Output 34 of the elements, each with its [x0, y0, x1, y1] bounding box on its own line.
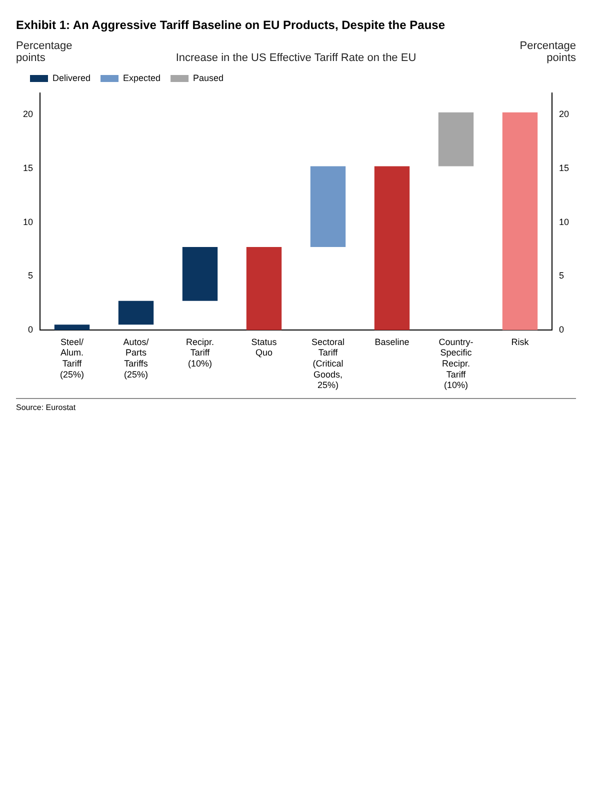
y-tick-label: 5: [28, 270, 34, 281]
bar: [374, 166, 410, 330]
bar: [502, 112, 538, 330]
bar: [246, 247, 282, 330]
bar: [438, 112, 474, 166]
y2-tick-label: 5: [558, 270, 564, 281]
x-tick-label: Baseline: [374, 336, 410, 347]
bar: [182, 247, 218, 301]
y-tick-label: 0: [28, 324, 34, 334]
legend-label: Expected: [123, 72, 161, 83]
x-tick-label: Country- Specific Recipr. Tariff (10%): [438, 336, 474, 390]
chart-subtitle: Increase in the US Effective Tariff Rate on the EU: [174, 52, 418, 64]
y2-tick-label: 0: [558, 324, 564, 334]
bar: [310, 166, 346, 248]
x-tick-label: Status Quo: [251, 336, 278, 358]
chart-title: Exhibit 1: An Aggressive Tariff Baseline on EU Products, Despite the Pause: [16, 18, 446, 32]
y-tick-label: 10: [22, 216, 34, 227]
x-tick-label: Recipr. Tariff (10%): [186, 336, 214, 368]
y2-tick-label: 15: [558, 162, 570, 173]
x-tick-label: Risk: [511, 336, 530, 347]
y-axis-title: Percentage points: [16, 40, 74, 64]
x-tick-label: Steel/ Alum. Tariff (25%): [60, 336, 84, 380]
y2-tick-label: 10: [558, 216, 570, 227]
x-tick-label: Sectoral Tariff (Critical Goods, 25%): [311, 336, 345, 390]
y2-tick-label: 20: [558, 109, 570, 120]
y2-axis-title: Percentage points: [518, 40, 576, 64]
y-tick-label: 15: [22, 162, 34, 173]
source-note: Source: Eurostat: [16, 398, 576, 412]
x-tick-label: Autos/ Parts Tariffs (25%): [123, 336, 150, 380]
legend-label: Paused: [193, 72, 224, 83]
bar: [54, 324, 90, 330]
y-tick-label: 20: [22, 109, 34, 120]
legend-label: Delivered: [52, 72, 91, 83]
bar: [118, 300, 154, 325]
